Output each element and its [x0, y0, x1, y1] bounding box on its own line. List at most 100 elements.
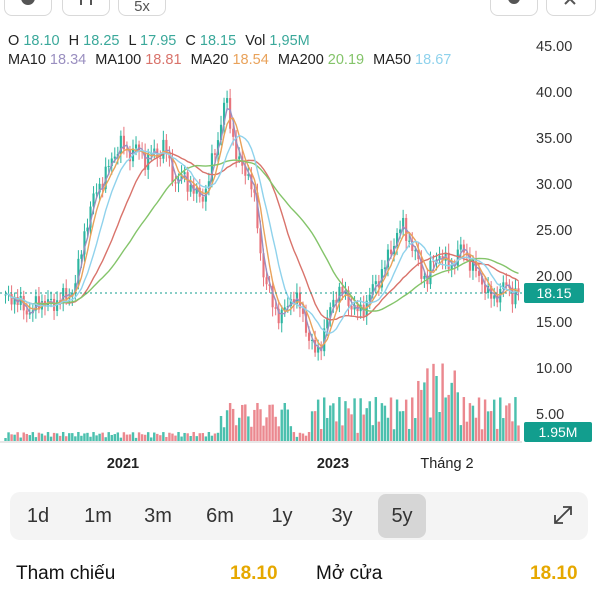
- reference-price-value: 18.10: [230, 563, 278, 584]
- close-icon[interactable]: [546, 0, 596, 16]
- volume-bar: [119, 437, 123, 441]
- candle-body: [292, 299, 295, 304]
- multiplier-button[interactable]: 5x: [118, 0, 166, 16]
- candle-body: [195, 187, 198, 194]
- candle-body: [471, 259, 475, 271]
- volume-bar: [140, 434, 144, 441]
- expand-icon[interactable]: [550, 502, 576, 528]
- candle-body: [219, 124, 223, 141]
- indicator-icon[interactable]: [62, 0, 110, 16]
- candle-body: [89, 206, 92, 228]
- volume-bar: [219, 415, 223, 441]
- candle-body: [107, 166, 110, 168]
- volume-bar: [244, 404, 247, 441]
- volume-bar: [153, 432, 156, 441]
- period-5y-button[interactable]: 5y: [378, 494, 426, 538]
- candle-body: [514, 288, 517, 305]
- period-1y-button[interactable]: 1y: [271, 504, 293, 527]
- volume-bar: [423, 382, 426, 441]
- candle-body: [28, 313, 31, 315]
- candle-body: [389, 249, 393, 254]
- settings-icon[interactable]: [490, 0, 538, 16]
- y-tick-label: 45.00: [536, 40, 572, 55]
- chart-legend: O 18.10 H 18.25 L 17.95 C 18.15 Vol 1,95…: [8, 32, 456, 70]
- candle-body: [399, 229, 402, 233]
- candle-body: [423, 275, 426, 279]
- candle-body: [468, 255, 471, 271]
- candle-body: [326, 317, 329, 329]
- candle-body: [134, 144, 138, 149]
- volume-bar: [177, 432, 180, 441]
- volume-bar: [116, 432, 120, 441]
- x-tick-label: 2023: [317, 456, 349, 472]
- candle-body: [210, 153, 213, 182]
- volume-bar: [183, 432, 186, 441]
- candle-body: [37, 296, 40, 310]
- volume-bar: [77, 432, 80, 441]
- volume-bar: [389, 397, 393, 441]
- y-tick-label: 10.00: [536, 361, 572, 377]
- volume-bar: [104, 437, 107, 441]
- volume-bar: [368, 401, 371, 441]
- ma10-label: MA10: [8, 52, 46, 68]
- volume-bar: [398, 411, 402, 441]
- volume-bar: [386, 417, 390, 441]
- volume-bar: [207, 432, 211, 441]
- volume-bar: [450, 382, 453, 441]
- candle-body: [314, 339, 317, 353]
- volume-bar: [174, 435, 177, 441]
- candle-body: [119, 135, 122, 155]
- ma-line: [5, 151, 519, 321]
- volume-bar: [301, 433, 305, 441]
- candle-body: [10, 294, 13, 305]
- volume-bar: [350, 414, 353, 441]
- candle-body: [189, 184, 192, 192]
- volume-bar: [228, 403, 232, 441]
- y-tick-label: 40.00: [536, 85, 572, 101]
- candle-body: [165, 139, 168, 154]
- candle-body: [56, 300, 59, 311]
- price-chart[interactable]: 45.00 40.00 35.00 30.00 25.00 20.00 15.00 10.00…: [0, 40, 600, 480]
- candle-body: [262, 253, 265, 278]
- volume-bar: [271, 404, 274, 441]
- period-3y-button[interactable]: 3y: [331, 504, 353, 527]
- volume-bar: [326, 417, 329, 441]
- candle-body: [186, 172, 189, 192]
- candlesticks: [4, 88, 520, 361]
- period-1m-button[interactable]: 1m: [84, 504, 112, 527]
- volume-bar: [286, 409, 290, 441]
- candle-body: [456, 249, 459, 266]
- period-6m-button[interactable]: 6m: [206, 504, 234, 527]
- candle-body: [396, 232, 399, 247]
- candle-body: [307, 332, 311, 341]
- ma-row: MA10 18.34 MA100 18.81 MA20 18.54 MA200 …: [8, 51, 456, 70]
- volume-bar: [113, 434, 117, 441]
- candlestick-icon[interactable]: [4, 0, 52, 16]
- volume-bar: [52, 432, 56, 441]
- low-value: 17.95: [140, 33, 177, 49]
- close-label: C: [185, 33, 196, 49]
- candle-body: [317, 346, 320, 353]
- candle-body: [159, 157, 162, 159]
- volume-bar: [310, 411, 314, 441]
- ma-line: [5, 134, 519, 334]
- volume-bar: [453, 370, 456, 441]
- candle-body: [238, 156, 241, 160]
- volume-bar: [22, 432, 25, 441]
- volume-bar: [292, 432, 296, 441]
- period-3m-button[interactable]: 3m: [144, 504, 172, 527]
- candle-body: [4, 294, 7, 296]
- period-1d-button[interactable]: 1d: [26, 504, 50, 527]
- volume-bar: [253, 409, 256, 441]
- volume-bar: [168, 432, 171, 441]
- volume-bar: [262, 425, 265, 441]
- volume-bar: [31, 432, 35, 441]
- volume-bar: [65, 436, 68, 441]
- volume-bar: [137, 432, 141, 441]
- candle-body: [341, 286, 344, 294]
- volume-bar: [401, 411, 405, 441]
- ohlc-row: O 18.10 H 18.25 L 17.95 C 18.15 Vol 1,95…: [8, 32, 456, 51]
- volume-bar: [511, 421, 514, 441]
- ma50-label: MA50: [373, 52, 412, 68]
- candle-body: [280, 309, 283, 324]
